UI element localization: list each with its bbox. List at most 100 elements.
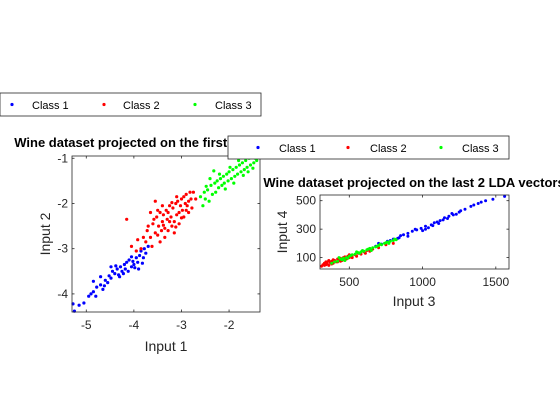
chart-1-point-class-2 (160, 204, 164, 208)
chart-1-point-class-1 (103, 278, 107, 282)
chart-1-point-class-2 (148, 210, 153, 215)
chart-1-point-class-1 (125, 260, 129, 264)
chart-2-x-tick-label: 1500 (482, 275, 509, 289)
chart-2-point-class-1 (410, 229, 414, 233)
chart-2-point-class-1 (421, 229, 425, 233)
chart-2-legend-box (227, 135, 510, 160)
chart-2-point-class-1 (491, 197, 495, 201)
chart-1-point-class-1 (139, 249, 143, 253)
chart-1: -5 -4 -3 -2 -4-3-2-1 Input 1 Input 2 Wine d… (0, 92, 318, 354)
chart-2-x-ticks: 500 1000 1500 (339, 195, 509, 289)
chart-2-legend-marker-class-3 (439, 145, 443, 150)
chart-1-x-tick-label: -3 (176, 318, 187, 332)
chart-1-point-class-3 (252, 161, 256, 165)
chart-1-point-class-1 (129, 265, 134, 269)
chart-1-point-class-1 (138, 253, 142, 258)
chart-2-point-class-1 (459, 209, 463, 213)
chart-1-point-class-2 (190, 206, 194, 210)
chart-1-point-class-2 (172, 220, 176, 224)
chart-2-point-class-1 (441, 218, 445, 222)
chart-1-point-class-2 (180, 208, 184, 212)
chart-1-point-class-3 (207, 199, 211, 203)
chart-1-point-class-2 (151, 222, 155, 226)
chart-1-point-class-2 (177, 222, 181, 226)
chart-2-point-class-3 (343, 259, 347, 262)
chart-2-point-class-3 (333, 260, 337, 264)
chart-2-point-class-2 (391, 241, 395, 245)
chart-1-point-class-1 (109, 276, 113, 280)
chart-2-point-class-3 (336, 259, 340, 263)
chart-1-point-class-1 (122, 262, 126, 267)
chart-2-point-class-1 (454, 212, 458, 216)
chart-1-point-class-3 (227, 170, 231, 174)
chart-1-point-class-2 (148, 235, 153, 239)
chart-1-point-class-3 (220, 183, 224, 187)
chart-1-x-tick-label: -4 (129, 318, 140, 332)
chart-1-point-class-2 (141, 235, 145, 239)
chart-2-point-class-1 (476, 202, 480, 205)
chart-1-point-class-1 (101, 287, 105, 291)
chart-1-point-class-2 (189, 197, 193, 201)
chart-2-point-class-3 (378, 242, 382, 246)
chart-1-point-class-2 (155, 215, 159, 219)
chart-2-point-class-1 (446, 217, 449, 220)
chart-1-point-class-1 (91, 290, 95, 294)
chart-1-point-class-2 (174, 225, 178, 229)
chart-1-point-class-1 (144, 251, 148, 255)
chart-2-point-class-2 (327, 259, 331, 262)
chart-2-point-class-1 (450, 212, 454, 215)
chart-1-point-class-1 (123, 267, 127, 271)
chart-1-point-class-3 (255, 158, 259, 163)
chart-1-point-class-2 (184, 192, 188, 196)
chart-1-point-class-3 (228, 165, 232, 169)
chart-1-legend-marker-class-3 (193, 102, 197, 107)
chart-1-point-class-3 (210, 192, 214, 196)
chart-1-point-class-3 (218, 177, 223, 181)
chart-2-point-class-1 (406, 231, 410, 235)
chart-1-point-class-2 (157, 224, 161, 228)
chart-1-point-class-3 (212, 169, 216, 173)
chart-1-point-class-2 (187, 210, 191, 215)
chart-1-point-class-1 (118, 275, 122, 279)
chart-1-point-class-2 (134, 249, 138, 253)
chart-1-point-class-1 (142, 247, 146, 251)
chart-1-x-axis-label: Input 1 (145, 338, 188, 354)
chart-1-point-class-2 (139, 247, 143, 251)
chart-1-point-class-3 (209, 183, 213, 187)
chart-1-point-class-2 (158, 210, 162, 215)
chart-1-point-class-3 (225, 172, 229, 176)
chart-1-point-class-2 (165, 217, 169, 221)
chart-2-point-class-1 (426, 226, 430, 230)
chart-1-point-class-2 (175, 213, 179, 217)
chart-1-point-class-2 (179, 216, 184, 220)
chart-1-point-class-2 (188, 190, 192, 194)
chart-1-point-class-1 (87, 294, 91, 298)
chart-1-point-class-3 (201, 204, 205, 208)
chart-2-legend-label-class-1: Class 1 (279, 143, 316, 155)
chart-1-point-class-2 (177, 210, 181, 215)
chart-1-point-class-3 (237, 158, 241, 163)
chart-1-point-class-1 (127, 258, 131, 262)
chart-1-point-class-3 (221, 174, 225, 178)
chart-2-point-class-3 (371, 246, 375, 250)
chart-1-point-class-2 (172, 231, 176, 235)
chart-2-point-class-1 (424, 227, 427, 231)
chart-2-point-class-3 (337, 256, 341, 260)
chart-1-legend-box (0, 92, 262, 117)
chart-1-point-class-2 (170, 201, 174, 205)
chart-2-x-axis-label: Input 3 (393, 293, 436, 309)
chart-2-point-class-1 (503, 194, 507, 198)
chart-2-point-class-2 (331, 258, 335, 262)
chart-1-legend-label-class-3: Class 3 (215, 100, 252, 112)
chart-1-point-class-1 (141, 256, 145, 260)
chart-1-point-class-3 (204, 184, 208, 188)
chart-2-point-class-3 (330, 261, 334, 265)
chart-1-axes-box (71, 155, 261, 313)
chart-1-point-class-1 (94, 294, 98, 298)
chart-1-point-class-3 (239, 170, 243, 174)
chart-1-point-class-2 (153, 199, 157, 203)
chart-1-point-class-3 (223, 187, 227, 191)
chart-1-y-tick-label: -3 (57, 242, 68, 256)
chart-1-point-class-2 (150, 244, 154, 248)
chart-2-legend: Class 1 Class 2 Class 3 (227, 135, 510, 160)
